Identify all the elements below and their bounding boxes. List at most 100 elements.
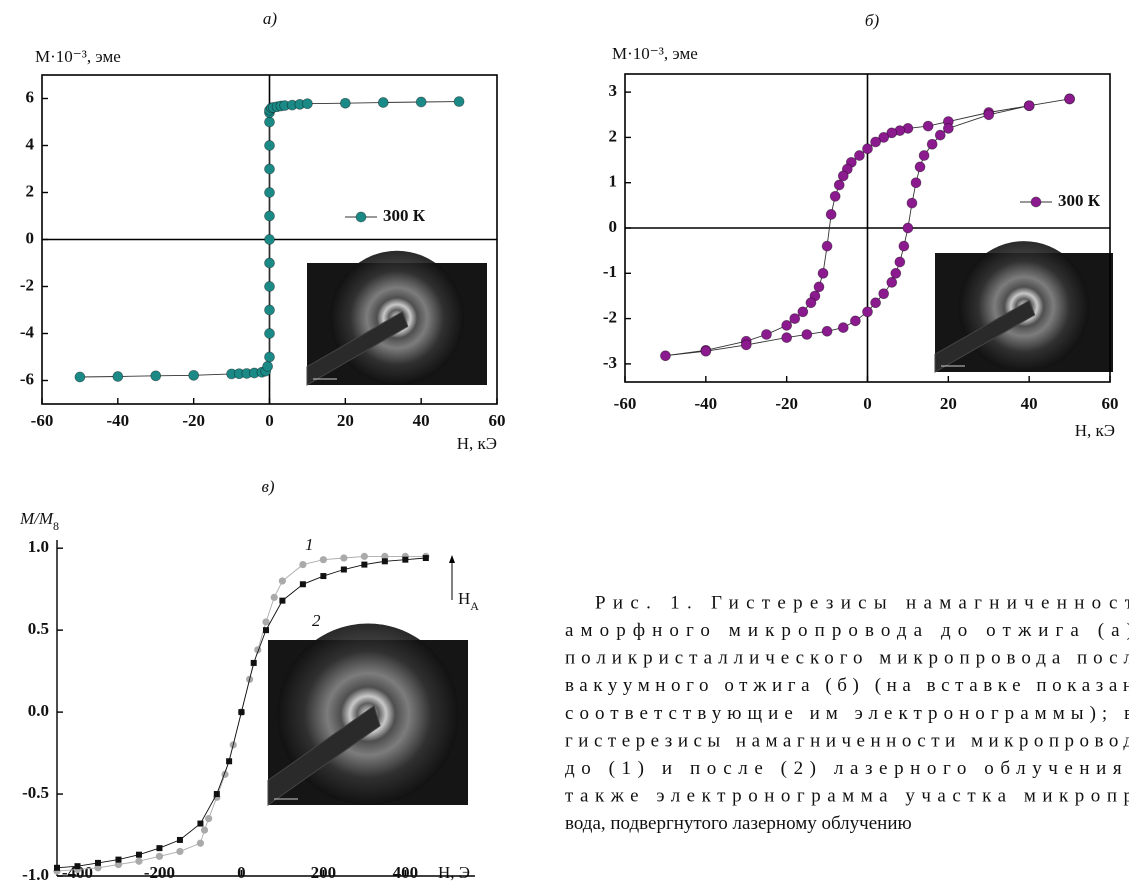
x-tick-label: 400 xyxy=(393,863,419,882)
x-tick-label: 20 xyxy=(337,411,354,430)
caption-line: также электронограмма участка микропр xyxy=(565,786,1129,807)
x-tick-label: 60 xyxy=(1102,394,1119,413)
marker xyxy=(265,305,275,315)
marker xyxy=(263,361,273,371)
marker xyxy=(923,121,933,131)
marker xyxy=(871,137,881,147)
y-tick-label: 1.0 xyxy=(28,537,49,556)
marker xyxy=(927,139,937,149)
legend-marker xyxy=(1031,197,1041,207)
marker xyxy=(915,162,925,172)
legend-label: 300 К xyxy=(1058,191,1101,210)
marker xyxy=(879,289,889,299)
marker xyxy=(265,352,275,362)
x-tick-label: -40 xyxy=(694,394,717,413)
marker xyxy=(279,598,285,604)
marker xyxy=(416,97,426,107)
caption-line: аморфного микропровода до отжига (а) xyxy=(565,620,1129,641)
legend-label: 300 К xyxy=(383,206,426,225)
marker xyxy=(176,848,183,855)
x-tick-label: -40 xyxy=(106,411,129,430)
marker xyxy=(156,845,162,851)
x-tick-label: 60 xyxy=(489,411,506,430)
marker xyxy=(115,857,121,863)
x-tick-label: -200 xyxy=(144,863,175,882)
marker xyxy=(871,298,881,308)
y-axis-label-sub: 8 xyxy=(53,519,59,533)
y-tick-label: 4 xyxy=(26,134,35,153)
marker xyxy=(251,660,257,666)
marker xyxy=(135,858,142,865)
marker xyxy=(226,758,232,764)
marker xyxy=(340,554,347,561)
y-tick-label: -4 xyxy=(20,322,35,341)
panel-label: а) xyxy=(263,9,278,28)
marker xyxy=(806,298,816,308)
caption-line: вода, подвергнутого лазерному облучению xyxy=(565,813,912,834)
marker xyxy=(136,852,142,858)
marker xyxy=(798,307,808,317)
y-axis-label: M/M8 xyxy=(19,509,59,533)
caption-line: вакуумного отжига (б) (на вставке показа… xyxy=(565,675,1129,696)
marker xyxy=(320,573,326,579)
x-tick-label: 0 xyxy=(863,394,872,413)
marker xyxy=(262,618,269,625)
marker xyxy=(911,178,921,188)
caption-line: Рис. 1. Гистерезисы намагниченност xyxy=(595,592,1129,613)
marker xyxy=(782,320,792,330)
marker xyxy=(782,333,792,343)
marker xyxy=(382,558,388,564)
marker xyxy=(263,627,269,633)
marker xyxy=(265,211,275,221)
x-tick-label: 20 xyxy=(940,394,957,413)
y-tick-label: -2 xyxy=(20,275,34,294)
marker xyxy=(814,282,824,292)
y-axis-label-main: M/M xyxy=(19,509,54,528)
y-tick-label: 3 xyxy=(609,81,618,100)
marker xyxy=(943,123,953,133)
marker xyxy=(891,268,901,278)
y-tick-label: -3 xyxy=(603,353,617,372)
marker xyxy=(1065,94,1075,104)
x-tick-label: -20 xyxy=(775,394,798,413)
marker xyxy=(340,98,350,108)
curve-label: 1 xyxy=(305,535,314,554)
marker xyxy=(378,97,388,107)
y-axis-label: M·10⁻³, эме xyxy=(35,47,121,66)
annotation-main: H xyxy=(458,589,470,608)
marker xyxy=(197,821,203,827)
marker xyxy=(54,865,60,871)
panel-label: в) xyxy=(261,477,274,496)
marker xyxy=(177,837,183,843)
y-tick-label: -0.5 xyxy=(22,783,49,802)
marker xyxy=(189,370,199,380)
marker xyxy=(279,577,286,584)
marker xyxy=(302,99,312,109)
x-tick-label: -60 xyxy=(614,394,637,413)
marker xyxy=(822,326,832,336)
y-tick-label: -2 xyxy=(603,307,617,326)
x-tick-label: -20 xyxy=(182,411,205,430)
marker xyxy=(790,314,800,324)
annotation-sub: A xyxy=(470,599,479,613)
x-tick-label: -60 xyxy=(31,411,54,430)
marker xyxy=(826,209,836,219)
marker xyxy=(265,188,275,198)
x-axis-label: H, кЭ xyxy=(1075,421,1115,440)
annotation: HA xyxy=(458,589,479,613)
marker xyxy=(802,329,812,339)
marker xyxy=(271,594,278,601)
marker xyxy=(919,151,929,161)
marker xyxy=(660,351,670,361)
marker xyxy=(402,557,408,563)
y-axis-label: M·10⁻³, эме xyxy=(612,44,698,63)
marker xyxy=(113,372,123,382)
marker xyxy=(895,257,905,267)
x-tick-label: 200 xyxy=(311,863,337,882)
marker xyxy=(984,110,994,120)
marker xyxy=(907,198,917,208)
marker xyxy=(887,277,897,287)
legend-marker xyxy=(356,212,366,222)
y-tick-label: 0 xyxy=(26,228,35,247)
x-axis-label: H, Э xyxy=(438,863,470,882)
